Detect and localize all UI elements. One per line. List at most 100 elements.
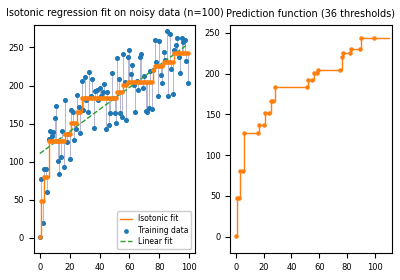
Isotonic fit (172, 51, 177, 54)
Point (101, 96, 107, 101)
Title: Prediction function (36 thresholds): Prediction function (36 thresholds) (226, 8, 396, 18)
Training data (78, 78, 85, 83)
Linear fit (72, 127, 76, 130)
Training data (42, 167, 49, 171)
Training data (147, 69, 154, 73)
Point (41, 174, 48, 179)
Training data (83, 97, 89, 102)
Training data (117, 111, 124, 116)
Point (155, 64, 161, 68)
Point (183, 50, 190, 55)
Point (128, 80, 134, 85)
Point (64, 131, 70, 136)
Training data (98, 93, 104, 98)
Training data (82, 74, 88, 79)
Point (309, 78, 316, 82)
Training data (166, 32, 173, 36)
Point (131, 80, 137, 85)
Training data (177, 71, 184, 75)
Point (153, 64, 160, 68)
Point (144, 80, 150, 85)
Point (140, 80, 146, 85)
Isotonic fit (175, 51, 180, 54)
Point (138, 80, 145, 85)
Point (111, 96, 118, 101)
Training data (137, 54, 143, 59)
Point (66, 131, 73, 136)
Training data (161, 49, 167, 54)
Training data (158, 73, 164, 78)
Point (60, 139, 67, 143)
Point (262, 111, 268, 116)
Point (165, 60, 172, 64)
Point (143, 80, 149, 85)
Isotonic fit (37, 235, 42, 239)
Point (76, 109, 82, 114)
Training data (59, 129, 65, 133)
Training data (128, 72, 134, 76)
Point (82, 96, 88, 101)
Training data (108, 71, 115, 75)
Training data (170, 92, 176, 96)
Point (370, 36, 377, 41)
Point (135, 80, 142, 85)
Training data (150, 68, 156, 73)
Point (337, 68, 343, 72)
Training data (87, 93, 94, 98)
Point (59, 139, 65, 143)
Legend: Isotonic fit, Training data, Linear fit: Isotonic fit, Training data, Linear fit (117, 211, 191, 249)
Point (270, 99, 277, 104)
Point (117, 90, 124, 94)
Point (358, 36, 364, 41)
Point (92, 96, 98, 101)
Training data (44, 190, 50, 195)
Point (108, 96, 115, 101)
Isotonic fit (185, 51, 190, 54)
Point (180, 50, 186, 55)
Point (113, 96, 119, 101)
Point (159, 64, 166, 68)
Training data (119, 114, 125, 119)
Training data (101, 81, 107, 86)
Training data (40, 221, 46, 226)
Isotonic fit (126, 81, 130, 84)
Training data (41, 167, 48, 171)
Point (338, 55, 345, 59)
Point (162, 60, 168, 64)
Point (168, 60, 174, 64)
Point (65, 131, 71, 136)
Point (71, 120, 77, 125)
Point (125, 80, 131, 85)
Training data (134, 79, 140, 84)
Training data (123, 118, 130, 122)
Training data (76, 105, 82, 109)
Training data (153, 60, 160, 65)
Point (89, 96, 95, 101)
Linear fit (126, 87, 130, 90)
Line: Linear fit: Linear fit (40, 44, 188, 153)
Point (72, 120, 79, 125)
Point (105, 96, 112, 101)
Training data (86, 70, 92, 74)
Training data (138, 52, 145, 56)
Point (146, 80, 152, 85)
Training data (46, 137, 52, 142)
Point (58, 139, 64, 143)
Point (176, 50, 182, 55)
Point (255, 131, 261, 135)
Training data (93, 88, 100, 92)
Training data (53, 104, 60, 108)
Training data (48, 134, 55, 138)
Training data (66, 157, 73, 161)
Title: Isotonic regression fit on noisy data (n=100): Isotonic regression fit on noisy data (n… (6, 8, 223, 18)
Training data (107, 111, 113, 116)
Isotonic fit (179, 51, 184, 54)
Isotonic fit (114, 97, 118, 100)
Point (95, 96, 101, 101)
Training data (38, 177, 44, 182)
Training data (56, 172, 62, 176)
Point (98, 96, 104, 101)
Training data (110, 96, 116, 100)
Point (132, 80, 139, 85)
Point (170, 60, 176, 64)
